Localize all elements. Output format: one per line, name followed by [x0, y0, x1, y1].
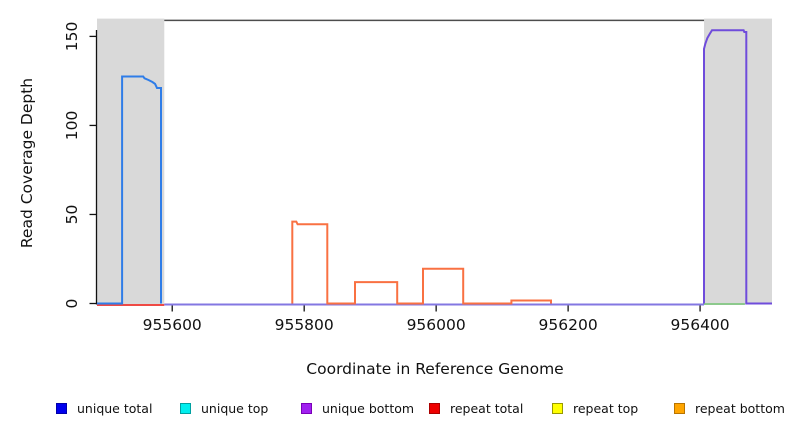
- y-tick-label: 0: [63, 299, 81, 309]
- y-tick-label: 100: [63, 111, 81, 141]
- series-repeat-peaks: [291, 220, 552, 305]
- y-tick-label: 150: [63, 22, 81, 52]
- coverage-chart: 0 50 100 150 955600 955800 956000 956200 956400: [63, 18, 772, 334]
- y-axis-title: Read Coverage Depth: [18, 77, 36, 249]
- legend-swatch-icon: [552, 402, 563, 414]
- legend: unique total unique top unique bottom repea…: [0, 399, 792, 419]
- y-tick-label: 50: [63, 205, 81, 225]
- masked-region: [704, 18, 772, 305]
- legend-label: unique top: [201, 400, 269, 416]
- legend-label: repeat top: [573, 400, 639, 416]
- legend-label: unique bottom: [322, 400, 415, 416]
- legend-item-repeat-total: repeat total: [429, 399, 523, 417]
- legend-label: unique total: [77, 400, 153, 416]
- legend-swatch-icon: [674, 402, 685, 414]
- legend-item-unique-total: unique total: [56, 399, 152, 417]
- legend-item-repeat-top: repeat top: [552, 399, 638, 417]
- series-unique-bottom-right-peak: [703, 29, 772, 305]
- x-axis-title: Coordinate in Reference Genome: [306, 360, 564, 378]
- legend-label: repeat bottom: [695, 400, 785, 416]
- legend-swatch-icon: [429, 402, 440, 414]
- x-tick-label: 956200: [539, 316, 598, 334]
- legend-item-unique-top: unique top: [180, 399, 268, 417]
- legend-swatch-icon: [180, 402, 191, 414]
- legend-swatch-icon: [56, 402, 67, 414]
- x-tick-label: 955600: [143, 316, 202, 334]
- legend-item-unique-bottom: unique bottom: [301, 399, 414, 417]
- x-tick-label: 955800: [275, 316, 334, 334]
- legend-label: repeat total: [450, 400, 524, 416]
- masked-region: [97, 18, 165, 305]
- x-tick-label: 956400: [670, 316, 729, 334]
- legend-item-repeat-bottom: repeat bottom: [674, 399, 785, 417]
- x-tick-label: 956000: [407, 316, 466, 334]
- legend-swatch-icon: [301, 402, 312, 414]
- series-unique-total-left-peak: [97, 75, 162, 305]
